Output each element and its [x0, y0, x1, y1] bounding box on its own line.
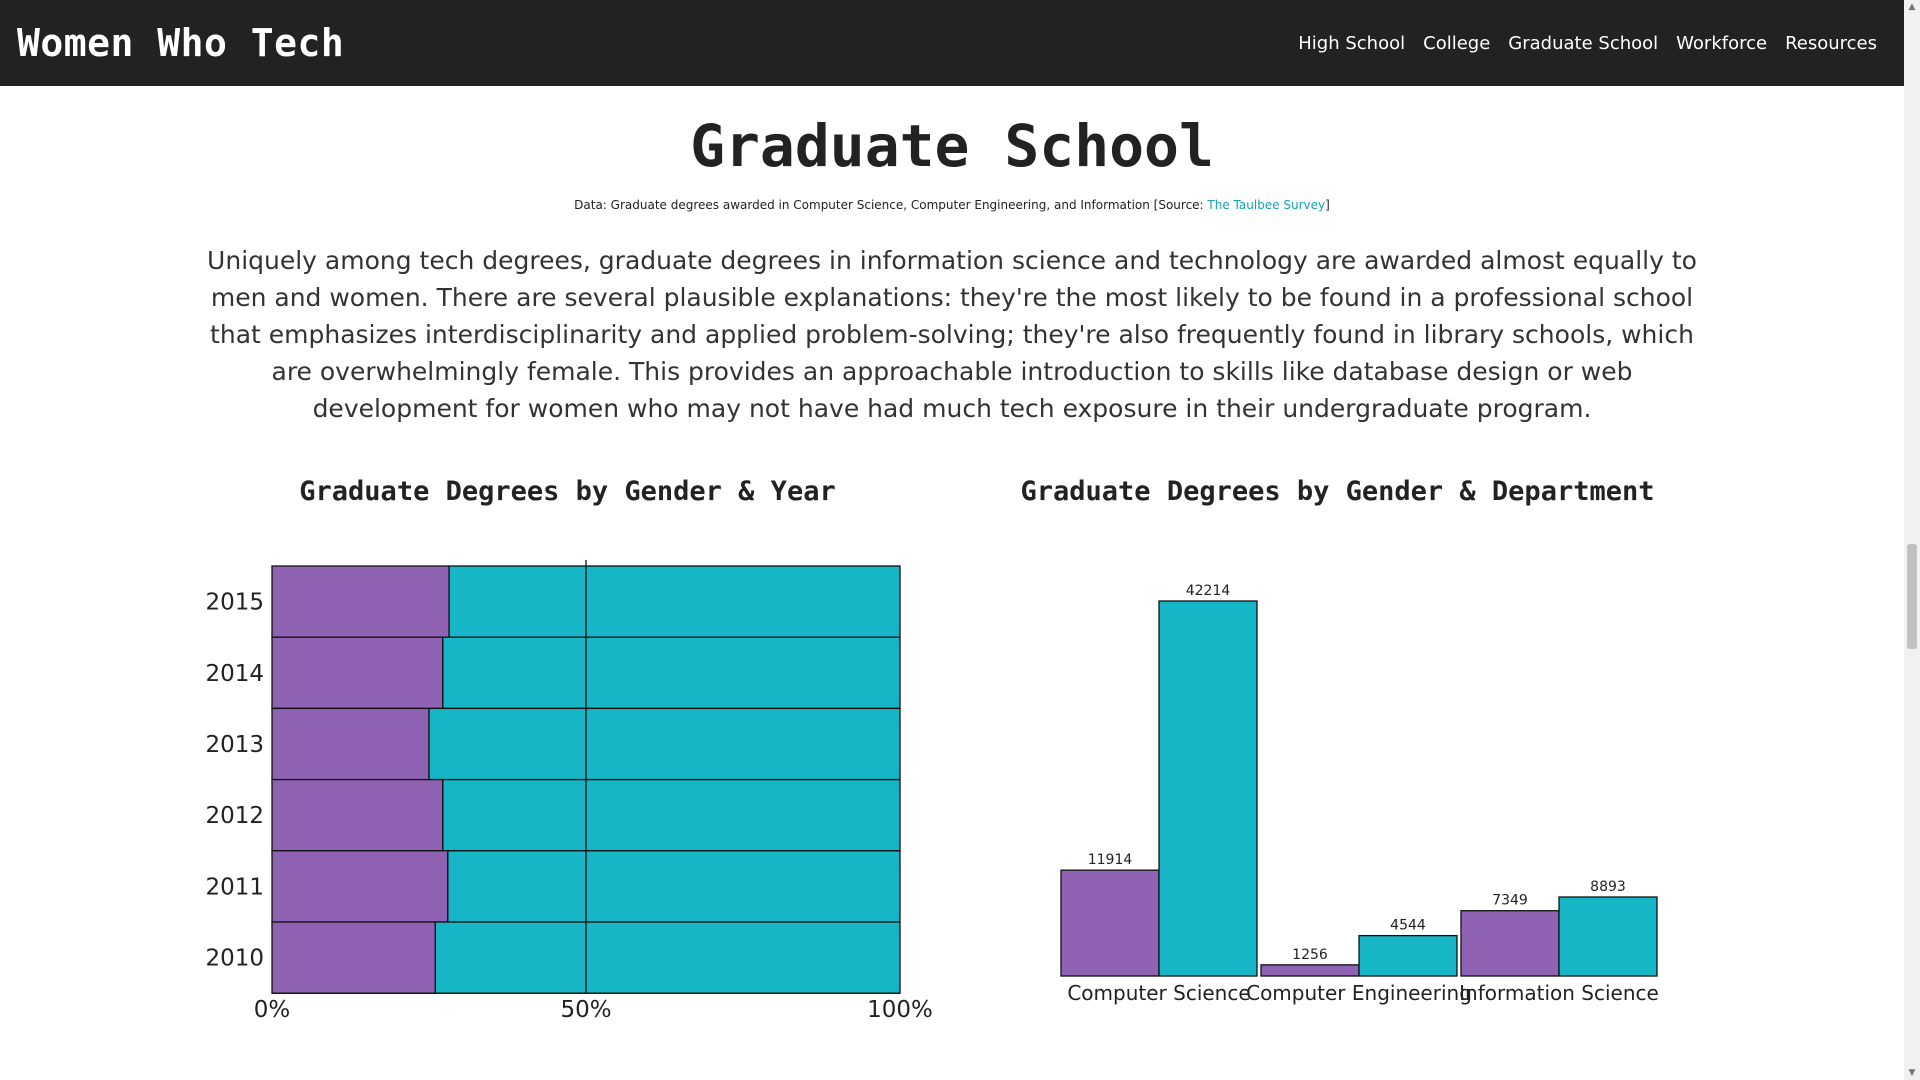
- dept-chart-title: Graduate Degrees by Gender & Department: [1020, 476, 1655, 507]
- category-label-computer-science: Computer Science: [1067, 981, 1250, 1005]
- y-tick-label-2015: 2015: [205, 590, 264, 616]
- nav-link-high-school[interactable]: High School: [1298, 32, 1406, 54]
- nav-links: High School College Graduate School Work…: [1298, 33, 1877, 54]
- y-tick-label-2014: 2014: [205, 661, 264, 687]
- x-tick-label-1: 50%: [560, 997, 611, 1023]
- bar-women-information-science: [1460, 910, 1560, 977]
- year-chart: 2015 2014 2013 2012 2011 2010 0% 50% 100%: [205, 560, 933, 1023]
- bar-men-2010: [434, 921, 901, 994]
- value-label-women-computer-engineering: 1256: [1292, 947, 1328, 963]
- year-chart-title: Graduate Degrees by Gender & Year: [299, 476, 836, 507]
- bar-women-2013: [271, 707, 430, 781]
- bar-men-2011: [447, 850, 901, 923]
- bar-men-2012: [442, 778, 901, 852]
- scroll-thumb[interactable]: [1907, 544, 1917, 649]
- source-prefix: Data: Graduate degrees awarded in Comput…: [574, 198, 1208, 212]
- bar-women-2010: [271, 921, 436, 994]
- nav-link-graduate-school[interactable]: Graduate School: [1508, 32, 1659, 54]
- page-title: Graduate School: [690, 112, 1214, 180]
- intro-paragraph: Uniquely among tech degrees, graduate de…: [207, 246, 1697, 423]
- brand-logo[interactable]: Women Who Tech: [17, 21, 345, 65]
- nav-link-college[interactable]: College: [1423, 32, 1491, 54]
- bar-men-2014: [442, 636, 901, 710]
- bar-women-2011: [271, 850, 449, 923]
- category-label-information-science: Information Science: [1459, 981, 1659, 1005]
- scroll-down-icon[interactable]: ▼: [1908, 1068, 1916, 1078]
- y-tick-label-2012: 2012: [205, 803, 264, 829]
- data-source-note: Data: Graduate degrees awarded in Comput…: [0, 198, 1904, 212]
- dept-chart: 11914 42214 Computer Science 1256 4544 Comput…: [1060, 583, 1659, 1005]
- x-tick-label-0: 0%: [254, 997, 291, 1023]
- value-label-men-computer-science: 42214: [1186, 583, 1231, 599]
- bar-women-computer-engineering: [1260, 964, 1360, 977]
- bar-men-computer-science: [1158, 600, 1258, 977]
- bar-women-2015: [271, 565, 450, 638]
- value-label-men-computer-engineering: 4544: [1390, 918, 1426, 934]
- bar-women-computer-science: [1060, 869, 1160, 977]
- y-tick-label-2011: 2011: [205, 874, 264, 900]
- scroll-up-icon[interactable]: ▲: [1908, 2, 1916, 12]
- value-label-women-computer-science: 11914: [1088, 852, 1133, 868]
- nav-link-workforce[interactable]: Workforce: [1676, 32, 1768, 54]
- bar-men-computer-engineering: [1358, 934, 1458, 977]
- source-suffix: ]: [1325, 198, 1330, 212]
- bar-men-information-science: [1558, 896, 1658, 977]
- navbar: Women Who Tech High School College Gradu…: [0, 0, 1904, 86]
- bar-men-2015: [448, 565, 901, 638]
- bar-women-2014: [271, 636, 444, 710]
- x-tick-label-2: 100%: [867, 997, 933, 1023]
- y-tick-label-2013: 2013: [205, 732, 264, 758]
- category-label-computer-engineering: Computer Engineering: [1246, 981, 1472, 1005]
- bar-women-2012: [271, 778, 444, 852]
- nav-link-resources[interactable]: Resources: [1785, 32, 1877, 54]
- y-tick-label-2010: 2010: [205, 946, 264, 972]
- bar-men-2013: [428, 707, 901, 781]
- page-scrollbar[interactable]: ▲ ▼: [1904, 0, 1920, 1080]
- value-label-men-information-science: 8893: [1590, 879, 1626, 895]
- value-label-women-information-science: 7349: [1492, 893, 1528, 909]
- taulbee-survey-link[interactable]: The Taulbee Survey: [1207, 198, 1326, 212]
